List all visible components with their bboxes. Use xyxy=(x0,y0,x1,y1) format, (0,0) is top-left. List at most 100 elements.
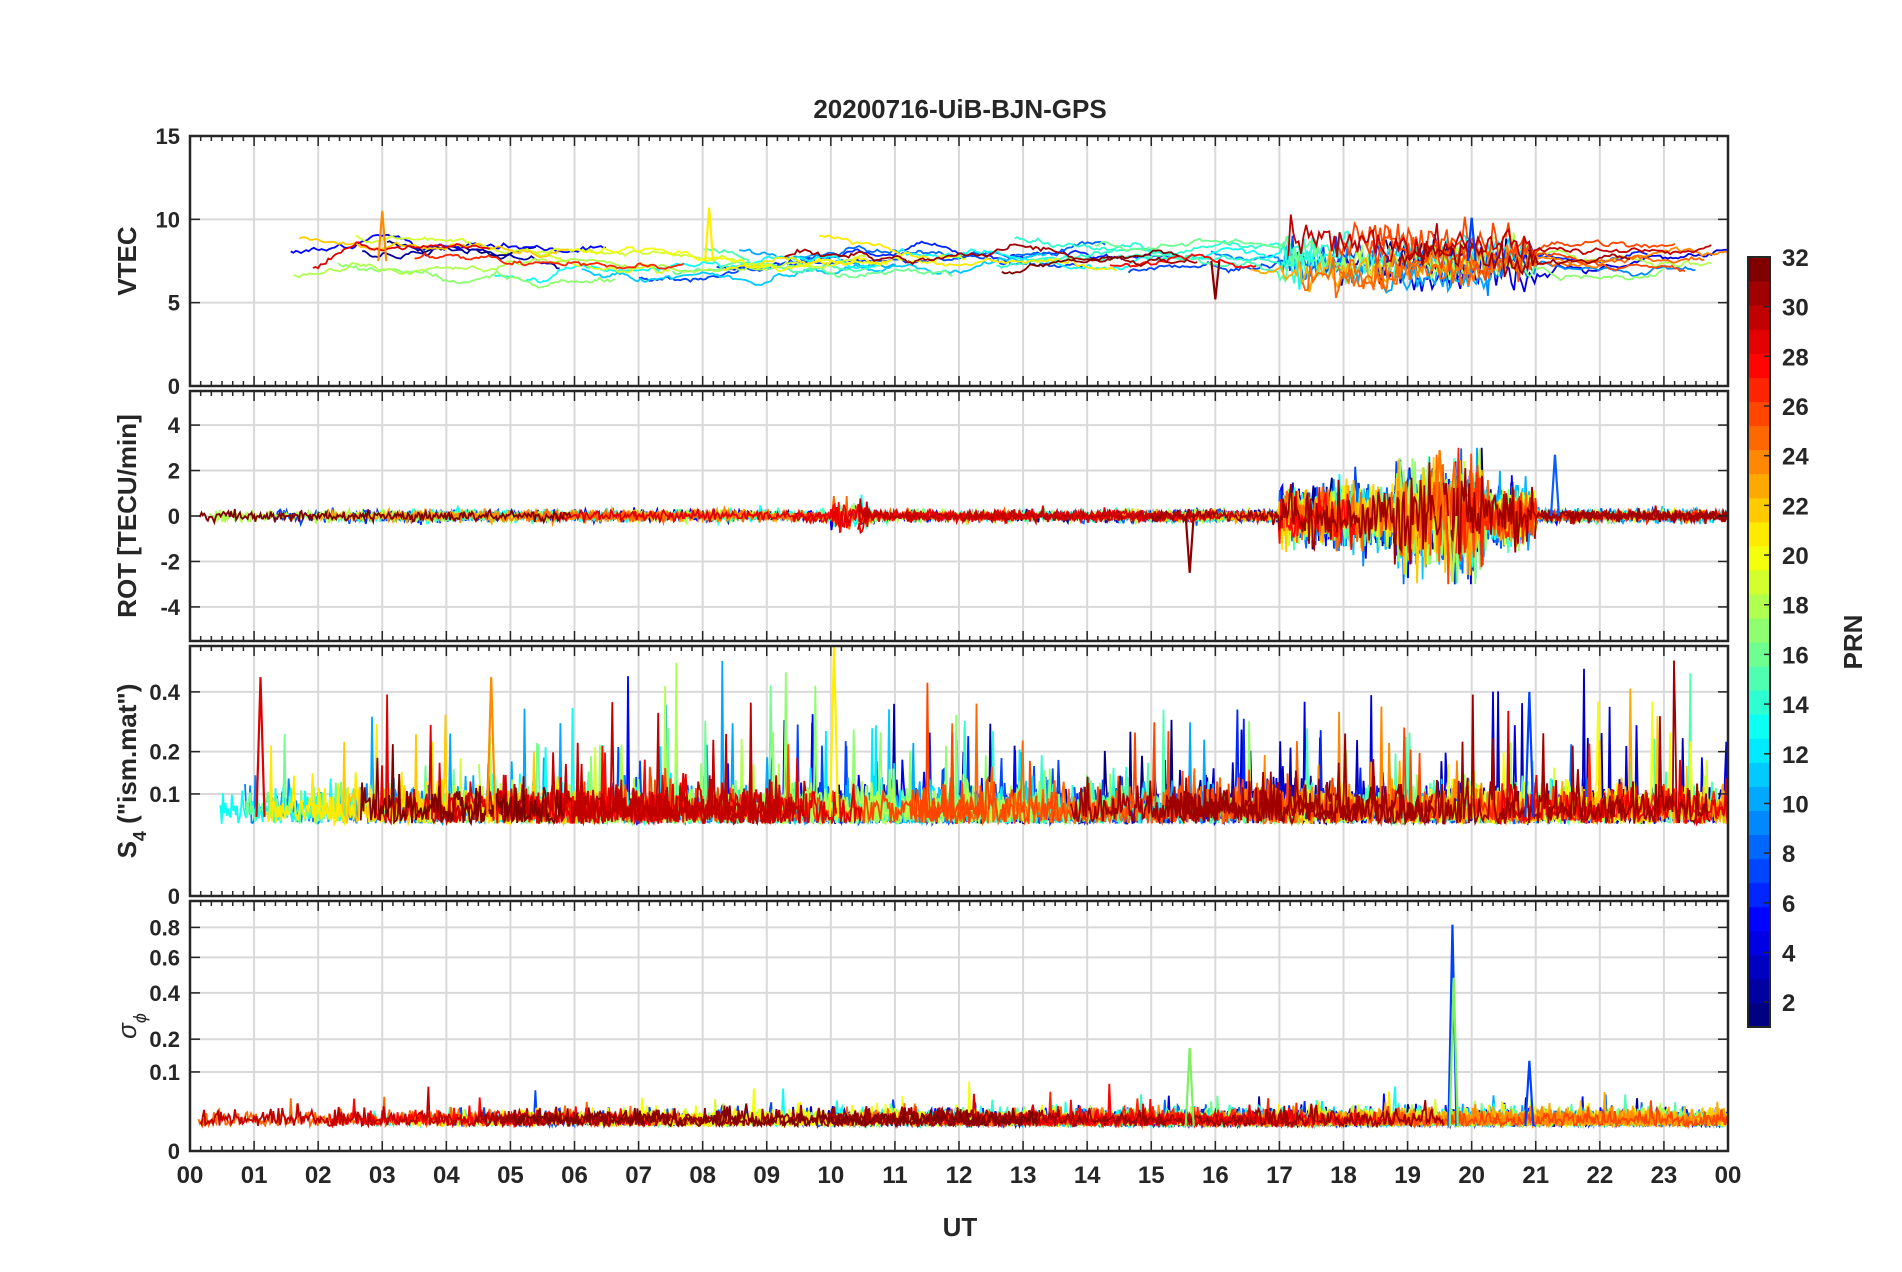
y-tick-label: 0.4 xyxy=(149,981,180,1006)
y-tick-label: 0.6 xyxy=(149,945,180,970)
colorbar-segment xyxy=(1748,978,1770,1004)
panel-vtec-ticks xyxy=(189,135,1729,387)
panel-sigma_phi-ticks xyxy=(189,901,1729,1152)
panel-vtec: 0 5 10 15 VTEC xyxy=(112,124,1730,399)
colorbar-tick-label: 14 xyxy=(1782,692,1809,719)
feature-peak xyxy=(486,677,497,817)
x-tick-label: 01 xyxy=(241,1162,268,1189)
colorbar-segment xyxy=(1748,377,1770,402)
series-line-prn-22 xyxy=(298,236,569,259)
x-tick-label: 19 xyxy=(1394,1162,1421,1189)
x-axis-label: UT xyxy=(943,1212,978,1242)
feature-peak xyxy=(1210,260,1221,300)
y-tick-label: -2 xyxy=(160,549,180,574)
colorbar-segment xyxy=(1748,401,1770,427)
series-line-prn-21 xyxy=(723,256,891,271)
colorbar-segment xyxy=(1748,738,1770,763)
colorbar-segment xyxy=(1748,930,1770,956)
colorbar-segment xyxy=(1748,762,1770,787)
x-tick-label: 21 xyxy=(1522,1162,1549,1189)
y-tick-label: 0.2 xyxy=(149,1027,180,1052)
x-tick-label: 23 xyxy=(1651,1162,1678,1189)
series-line-prn-32 xyxy=(1001,249,1180,275)
series-line-prn-26 xyxy=(1336,216,1676,260)
series-line-prn-31 xyxy=(1069,733,1434,827)
y-tick-label: 0.1 xyxy=(149,1060,180,1085)
series-line-prn-31 xyxy=(1398,240,1631,278)
series-line-prn-32 xyxy=(512,1103,1039,1130)
panel-s4-series xyxy=(219,660,1728,828)
panels: 0 5 10 15 VTEC -4 -2 0 2 4 ROT [TECU/min] 0 0.1 0.2 0.… xyxy=(112,124,1730,1164)
series-line-prn-30 xyxy=(1287,214,1712,263)
colorbar-segment xyxy=(1748,473,1770,499)
colorbar-segment xyxy=(1748,954,1770,980)
series-line-prn-21 xyxy=(819,234,1117,272)
colorbar-tick-label: 10 xyxy=(1782,791,1809,818)
y-tick-label: 0.4 xyxy=(149,680,180,705)
panel-rot: -4 -2 0 2 4 ROT [TECU/min] xyxy=(112,389,1730,643)
panel-sigma_phi: 0 0.1 0.2 0.4 0.6 0.8 σϕ xyxy=(112,899,1730,1164)
series-line-prn-31 xyxy=(1533,507,1728,539)
feature-peak xyxy=(1447,515,1458,582)
panel-vtec-features xyxy=(377,207,1477,300)
series-line-prn-16 xyxy=(671,260,953,279)
colorbar-segment xyxy=(1748,353,1770,378)
colorbar-segment xyxy=(1748,257,1770,282)
series-line-prn-20 xyxy=(570,246,966,273)
feature-peak xyxy=(1524,691,1535,817)
feature-peak xyxy=(1549,454,1561,517)
colorbar-tick-label: 28 xyxy=(1782,344,1809,371)
colorbar-segment xyxy=(1748,882,1770,908)
series-line-prn-31 xyxy=(1148,462,1728,565)
x-tick-label: 17 xyxy=(1266,1162,1293,1189)
colorbar-segment xyxy=(1748,329,1770,354)
panel-s4: 0 0.1 0.2 0.4S4 ("ism.mat") xyxy=(112,644,1730,909)
colorbar-segment xyxy=(1748,666,1770,691)
panel-rot-ticks xyxy=(189,391,1729,641)
panel-s4-ylabel: S4 ("ism.mat") xyxy=(112,684,150,859)
x-tick-label: 22 xyxy=(1586,1162,1613,1189)
series-line-prn-24 xyxy=(1388,244,1728,279)
series-line-prn-13 xyxy=(896,241,1344,290)
colorbar-segment xyxy=(1748,617,1770,643)
series-line-prn-30 xyxy=(858,498,1180,526)
x-tick-label: 03 xyxy=(369,1162,396,1189)
colorbar-segment xyxy=(1748,521,1770,547)
x-tick-label: 16 xyxy=(1202,1162,1229,1189)
x-tick-label: 10 xyxy=(817,1162,844,1189)
y-tick-label: 0.2 xyxy=(149,740,180,765)
feature-peak xyxy=(1184,515,1195,573)
y-tick-label: 10 xyxy=(156,207,180,232)
x-tick-label: 20 xyxy=(1458,1162,1485,1189)
y-tick-label: 0.1 xyxy=(149,782,180,807)
colorbar-tick-label: 8 xyxy=(1782,841,1795,868)
feature-peak xyxy=(703,207,715,262)
x-tick-label: 05 xyxy=(497,1162,524,1189)
colorbar-segment xyxy=(1748,545,1770,571)
y-tick-label: 5 xyxy=(168,291,180,316)
series-line-prn-17 xyxy=(337,262,616,289)
colorbar-segment xyxy=(1748,834,1770,860)
colorbar-tick-label: 18 xyxy=(1782,593,1809,620)
panel-vtec-series xyxy=(290,214,1728,299)
colorbar-segment xyxy=(1748,425,1770,451)
colorbar-segment xyxy=(1748,810,1770,836)
panel-rot-features xyxy=(1184,450,1561,582)
series-line-prn-13 xyxy=(494,254,883,284)
x-tick-label: 14 xyxy=(1074,1162,1101,1189)
y-tick-label: 0 xyxy=(168,374,180,399)
y-tick-label: 0.8 xyxy=(149,915,180,940)
panel-s4-ticks xyxy=(189,646,1729,897)
feature-peak xyxy=(377,210,388,262)
panel-s4-features xyxy=(255,646,1535,817)
colorbar-tick-label: 26 xyxy=(1782,394,1809,421)
colorbar-tick-label: 4 xyxy=(1782,940,1796,967)
colorbar-tick-label: 2 xyxy=(1782,990,1795,1017)
colorbar-segment xyxy=(1748,281,1770,306)
feature-peak xyxy=(828,646,840,817)
series-line-prn-32 xyxy=(359,744,565,827)
y-tick-label: 2 xyxy=(168,459,180,484)
series-line-prn-19 xyxy=(355,234,866,269)
colorbar-tick-label: 20 xyxy=(1782,543,1809,570)
x-tick-label: 13 xyxy=(1010,1162,1037,1189)
